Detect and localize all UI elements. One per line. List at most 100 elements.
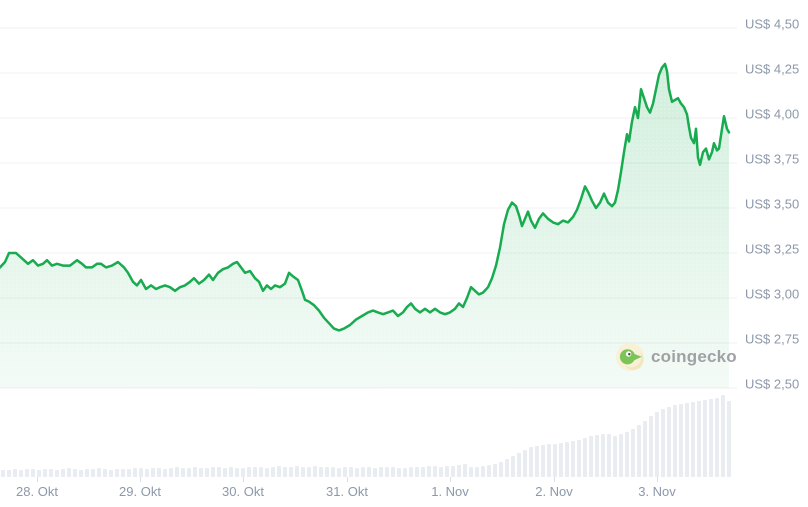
volume-bar bbox=[133, 468, 137, 477]
volume-bar bbox=[235, 468, 239, 477]
volume-bar bbox=[337, 468, 341, 477]
volume-bar bbox=[679, 404, 683, 477]
x-axis-label: 3. Nov bbox=[638, 484, 676, 499]
volume-bar bbox=[259, 467, 263, 477]
volume-bar bbox=[667, 407, 671, 477]
volume-bar bbox=[397, 468, 401, 477]
volume-bar bbox=[697, 401, 701, 477]
volume-bar bbox=[535, 446, 539, 477]
volume-bar bbox=[37, 470, 41, 477]
volume-bar bbox=[433, 466, 437, 477]
volume-bar bbox=[607, 434, 611, 477]
volume-bar bbox=[451, 466, 455, 477]
volume-bar bbox=[655, 412, 659, 477]
volume-bar bbox=[319, 467, 323, 477]
price-area-texture bbox=[0, 64, 729, 388]
volume-bar bbox=[553, 444, 557, 477]
y-axis-label: US$ 2,50 bbox=[745, 376, 800, 392]
volume-bar bbox=[403, 468, 407, 477]
volume-bar bbox=[331, 467, 335, 477]
volume-bar bbox=[463, 464, 467, 477]
volume-bar bbox=[211, 467, 215, 477]
volume-bar bbox=[241, 468, 245, 477]
x-axis-label: 28. Okt bbox=[16, 484, 58, 499]
volume-bar bbox=[367, 467, 371, 477]
volume-bar bbox=[673, 405, 677, 477]
volume-bar bbox=[91, 469, 95, 477]
volume-bar bbox=[265, 468, 269, 477]
volume-bar bbox=[373, 468, 377, 477]
volume-bar bbox=[529, 447, 533, 477]
volume-bar bbox=[613, 436, 617, 477]
volume-bar bbox=[709, 399, 713, 477]
volume-bar bbox=[715, 398, 719, 477]
volume-bar bbox=[217, 467, 221, 477]
volume-bar bbox=[199, 468, 203, 477]
volume-bar bbox=[139, 468, 143, 477]
volume-bar bbox=[43, 469, 47, 477]
volume-bar bbox=[223, 468, 227, 477]
volume-bar bbox=[277, 466, 281, 477]
volume-bar bbox=[103, 469, 107, 477]
volume-bar bbox=[457, 465, 461, 477]
volume-bar bbox=[691, 402, 695, 477]
volume-bar bbox=[295, 466, 299, 477]
volume-bar bbox=[439, 467, 443, 477]
volume-bar bbox=[643, 421, 647, 477]
volume-bar bbox=[385, 467, 389, 477]
volume-bar bbox=[151, 468, 155, 477]
volume-bar bbox=[421, 467, 425, 477]
volume-bar bbox=[79, 470, 83, 477]
volume-bar bbox=[505, 459, 509, 477]
volume-bar bbox=[577, 440, 581, 477]
volume-bar bbox=[601, 434, 605, 477]
y-axis-label: US$ 3,50 bbox=[745, 196, 800, 212]
volume-bar bbox=[7, 470, 11, 477]
volume-bar bbox=[289, 467, 293, 477]
volume-bar bbox=[469, 467, 473, 477]
volume-bar bbox=[187, 468, 191, 477]
volume-bar bbox=[271, 467, 275, 477]
volume-bar bbox=[121, 469, 125, 477]
volume-bar bbox=[55, 470, 59, 477]
volume-bar bbox=[1, 470, 5, 477]
volume-bar bbox=[301, 467, 305, 477]
volume-bar bbox=[175, 467, 179, 477]
volume-bar bbox=[205, 468, 209, 477]
y-axis-label: US$ 4,00 bbox=[745, 106, 800, 122]
volume-bar bbox=[85, 469, 89, 477]
volume-bar bbox=[127, 469, 131, 477]
volume-bar bbox=[619, 434, 623, 477]
volume-bar bbox=[115, 469, 119, 477]
volume-bar bbox=[31, 469, 35, 477]
volume-bar bbox=[727, 401, 731, 477]
volume-bar bbox=[559, 443, 563, 477]
volume-bar bbox=[415, 467, 419, 477]
volume-bar bbox=[49, 469, 53, 477]
volume-bar bbox=[445, 466, 449, 477]
volume-bar bbox=[163, 469, 167, 477]
volume-bar bbox=[499, 462, 503, 477]
x-axis-label: 2. Nov bbox=[535, 484, 573, 499]
volume-bar bbox=[109, 470, 113, 477]
volume-bar bbox=[361, 467, 365, 477]
volume-bar bbox=[487, 465, 491, 477]
volume-bar bbox=[73, 469, 77, 477]
volume-bar bbox=[325, 467, 329, 477]
volume-bar bbox=[631, 429, 635, 477]
volume-bar bbox=[349, 467, 353, 477]
volume-bar bbox=[247, 467, 251, 477]
volume-bar bbox=[475, 467, 479, 477]
y-axis-label: US$ 4,50 bbox=[745, 16, 800, 32]
volume-bar bbox=[19, 470, 23, 477]
volume-bar bbox=[343, 467, 347, 477]
volume-bar bbox=[283, 467, 287, 477]
coingecko-watermark: coingecko bbox=[616, 343, 737, 371]
volume-bar bbox=[313, 466, 317, 477]
volume-bar bbox=[481, 466, 485, 477]
volume-bar bbox=[523, 450, 527, 477]
x-axis-label: 31. Okt bbox=[326, 484, 368, 499]
volume-bar bbox=[307, 467, 311, 477]
